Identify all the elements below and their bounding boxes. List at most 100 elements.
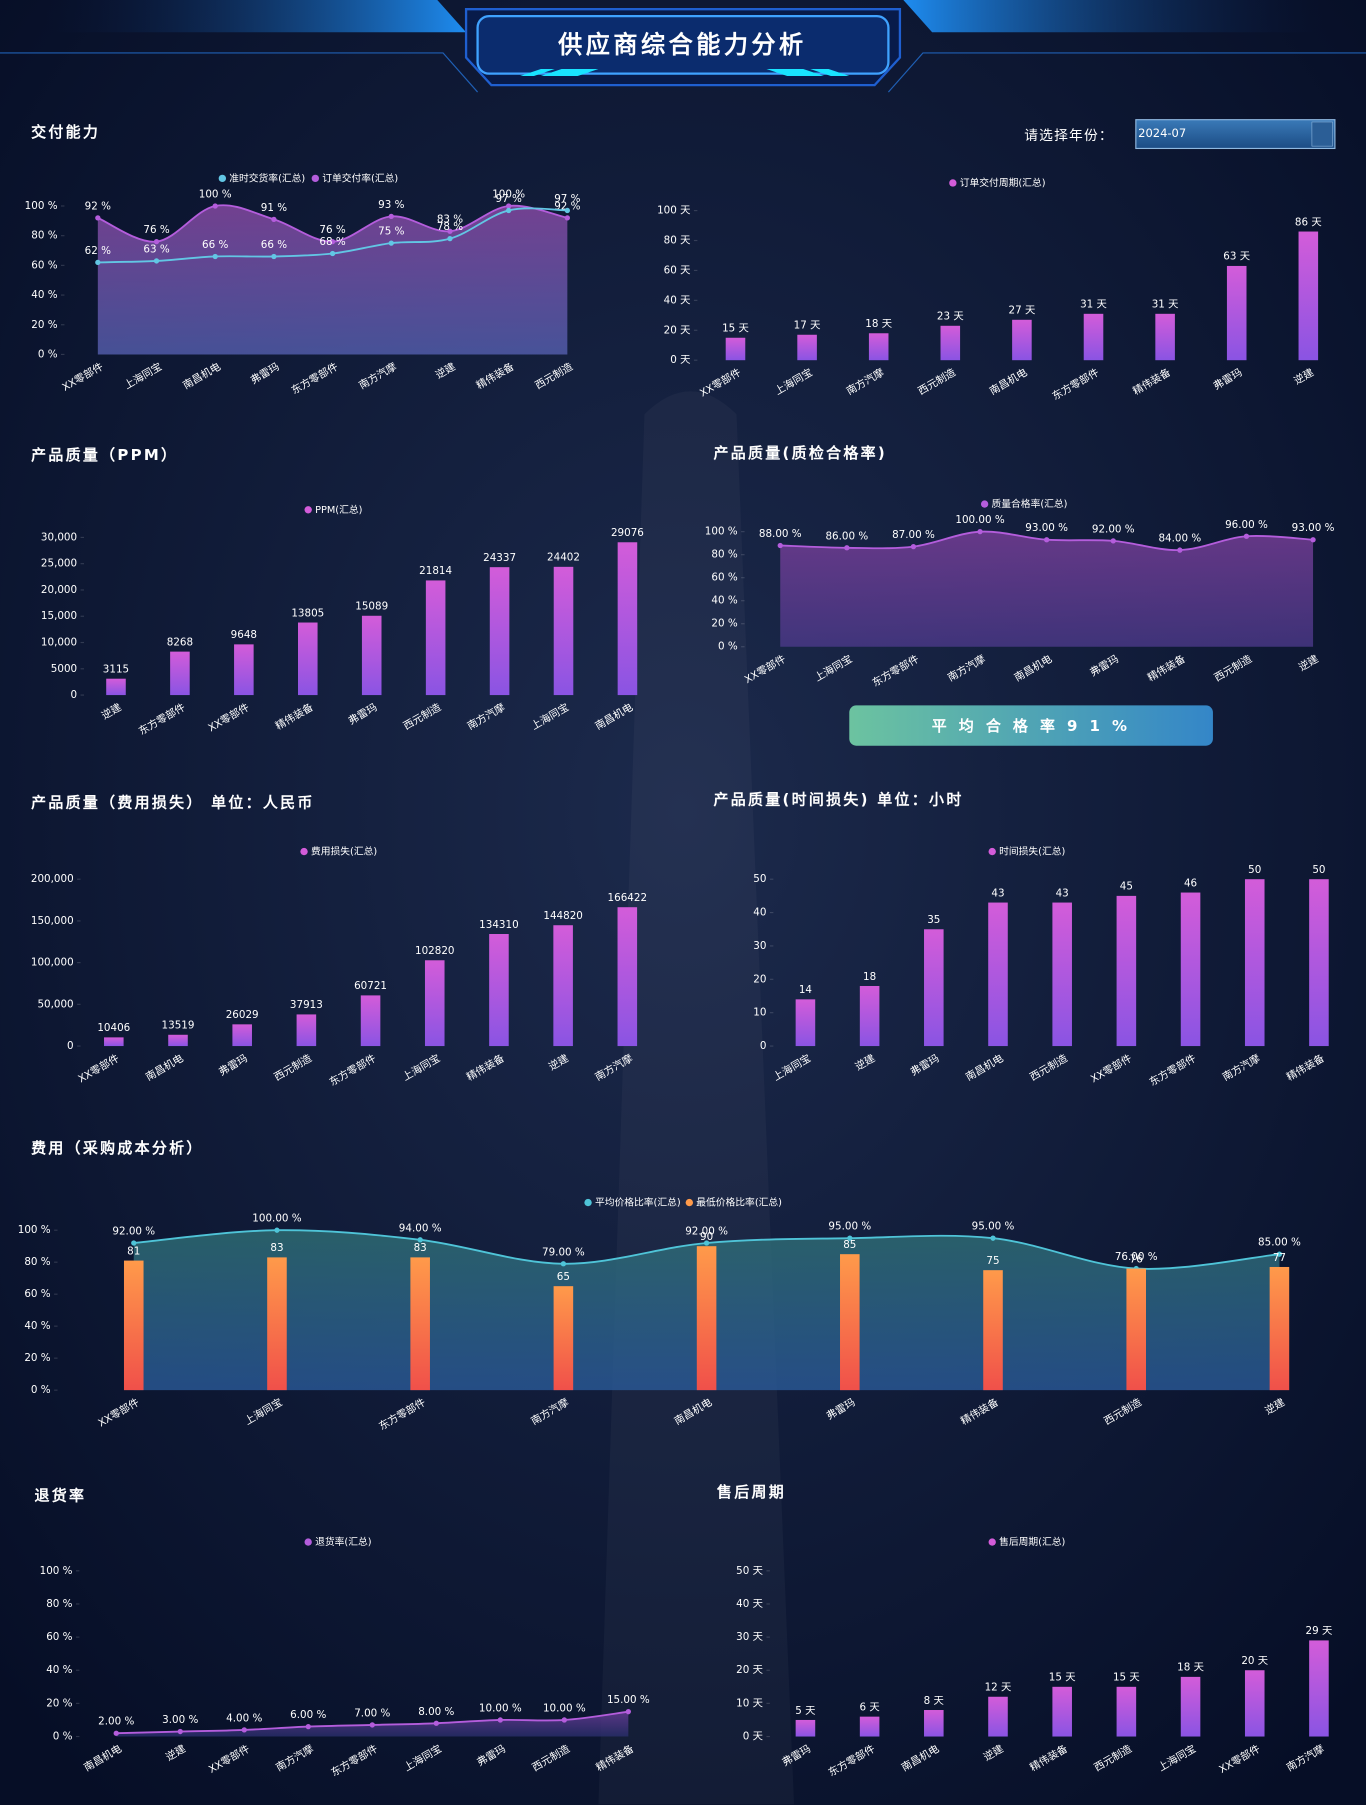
y-tick-label: 40 [753, 907, 766, 919]
y-tick-label: 40 天 [664, 294, 691, 306]
bar [924, 929, 944, 1047]
y-tick-label: 0 [760, 1040, 767, 1052]
value-label: 93 % [378, 199, 404, 211]
y-tick-label: 10 [753, 1007, 766, 1019]
value-label: 100 % [492, 188, 525, 200]
y-tick-label: 50 天 [736, 1565, 763, 1577]
value-label: 166422 [608, 892, 648, 904]
point [1310, 537, 1316, 543]
point [844, 545, 850, 551]
point [777, 542, 783, 549]
y-tick-label: 20,000 [41, 584, 77, 596]
value-label: 10.00 % [543, 1702, 586, 1714]
bar [696, 1246, 717, 1391]
bar [424, 960, 445, 1047]
value-label: 6 天 [860, 1701, 880, 1713]
value-label: 31 天 [1152, 299, 1179, 311]
point [329, 238, 336, 245]
y-tick-label: 40 天 [736, 1598, 763, 1610]
bar [1180, 1676, 1201, 1737]
y-tick-label: 80 % [711, 549, 737, 561]
point [564, 207, 570, 214]
value-label: 27 天 [1009, 305, 1036, 317]
y-tick-label: 40 % [24, 1320, 50, 1332]
point [561, 1717, 567, 1723]
bar [1269, 1266, 1290, 1391]
bar [267, 1257, 287, 1391]
value-label: 84.00 % [1158, 533, 1201, 545]
y-tick-label: 50 [753, 873, 766, 885]
summary-text: 平 均 合 格 率 9 1 % [932, 717, 1131, 735]
point [564, 215, 570, 221]
bar [940, 325, 961, 361]
y-tick-label: 20 % [46, 1697, 72, 1709]
header-right-bar [903, 0, 1324, 33]
bar [1012, 319, 1032, 361]
point [153, 238, 160, 245]
value-label: 8 天 [924, 1695, 944, 1707]
year-selector[interactable]: 2024-07 [1135, 119, 1336, 150]
value-label: 10406 [97, 1022, 130, 1034]
y-tick-label: 15,000 [41, 610, 77, 622]
point [369, 1722, 375, 1728]
y-tick-label: 60 % [711, 572, 737, 584]
bar [983, 1270, 1003, 1391]
deco [810, 69, 850, 76]
y-tick-label: 50,000 [37, 998, 73, 1010]
value-label: 60721 [354, 980, 387, 992]
value-label: 94.00 % [399, 1222, 442, 1234]
value-label: 66 % [202, 239, 228, 251]
point [271, 253, 277, 260]
chart: 费用（采购成本分析）0 %20 %40 %60 %80 %100 %XX零部件上… [18, 1139, 1301, 1433]
bar [1244, 879, 1265, 1047]
legend-label: 准时交货率(汇总) [229, 171, 305, 184]
year-input[interactable] [1135, 119, 1336, 150]
legend-label: 售后周期(汇总) [999, 1535, 1065, 1548]
value-label: 85.00 % [1258, 1237, 1301, 1249]
bar [924, 1710, 944, 1737]
bar [234, 644, 254, 696]
value-label: 83 % [437, 214, 463, 226]
y-tick-label: 80 % [31, 230, 57, 242]
bar [168, 1034, 188, 1047]
value-label: 91 % [261, 202, 287, 214]
bar [1309, 1640, 1329, 1737]
value-label: 29 天 [1306, 1625, 1333, 1637]
point [1044, 537, 1050, 543]
y-tick-label: 100,000 [31, 957, 74, 969]
value-label: 100.00 % [955, 514, 1004, 526]
bar [553, 925, 573, 1047]
point [1243, 533, 1250, 539]
value-label: 4.00 % [226, 1712, 262, 1724]
value-label: 15089 [355, 601, 388, 613]
y-tick-label: 0 % [38, 348, 58, 360]
y-tick-label: 5000 [51, 663, 77, 675]
legend-swatch [988, 1538, 996, 1546]
value-label: 3115 [103, 663, 129, 675]
value-label: 31 天 [1080, 299, 1107, 311]
section-title: 产品质量（PPM） [31, 446, 178, 464]
point [506, 207, 512, 214]
y-tick-label: 100 % [40, 1565, 73, 1577]
value-label: 86 天 [1295, 216, 1322, 228]
bar [1309, 879, 1329, 1047]
y-tick-label: 150,000 [31, 915, 74, 927]
y-tick-label: 40 % [46, 1664, 72, 1676]
y-tick-label: 40 % [711, 595, 737, 607]
value-label: 17 天 [794, 320, 821, 332]
value-label: 15 天 [1049, 1672, 1076, 1684]
value-label: 92.00 % [1092, 523, 1135, 535]
y-tick-label: 10 天 [736, 1697, 763, 1709]
legend-swatch [300, 847, 308, 856]
y-tick-label: 100 % [18, 1224, 51, 1236]
point [625, 1709, 631, 1715]
value-label: 6.00 % [290, 1709, 326, 1721]
value-label: 15 天 [722, 323, 749, 335]
section-title: 费用（采购成本分析） [31, 1139, 204, 1157]
summary-badge [849, 705, 1213, 746]
calendar-button[interactable] [1311, 121, 1333, 147]
value-label: 75 % [378, 226, 404, 238]
y-tick-label: 30 [753, 940, 766, 952]
y-tick-label: 0 [67, 1040, 74, 1052]
